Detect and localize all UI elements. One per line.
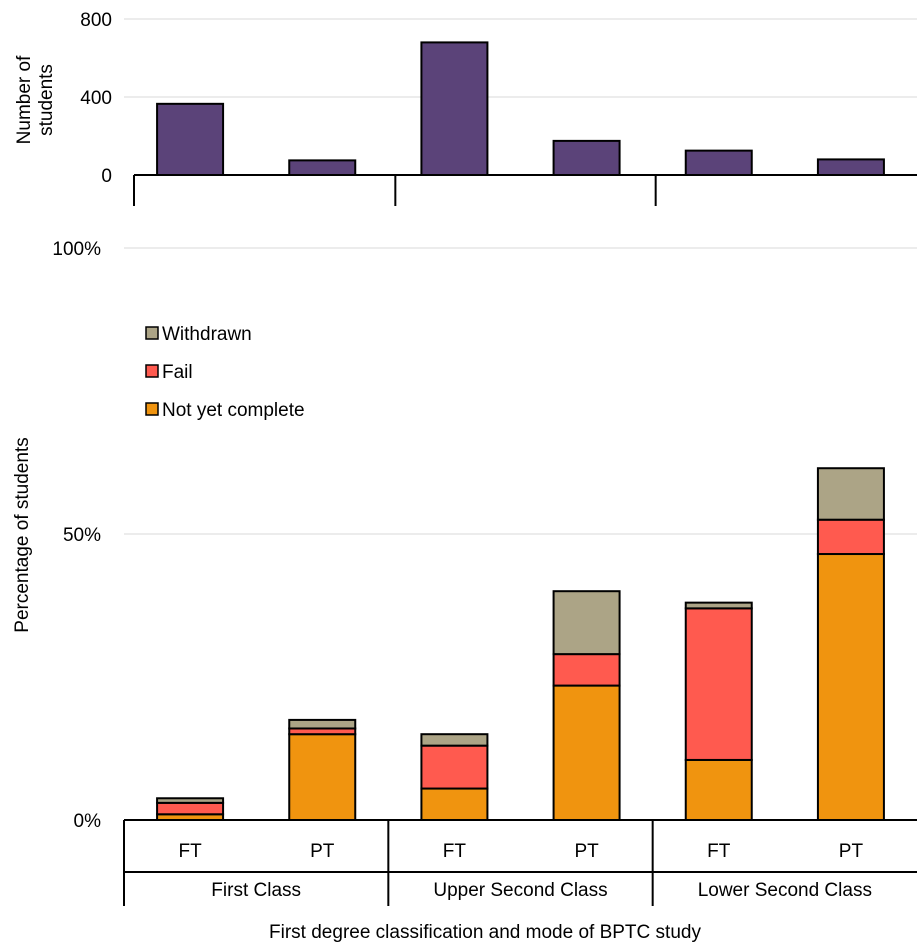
top-bar bbox=[420, 41, 489, 177]
x-axis-title: First degree classification and mode of … bbox=[269, 922, 701, 943]
category-label: PT bbox=[574, 841, 599, 862]
stacked-bar-segment bbox=[684, 601, 753, 610]
stacked-bar-segment bbox=[420, 744, 489, 790]
category-label: FT bbox=[707, 841, 731, 862]
bottom-y-tick-label: 50% bbox=[63, 525, 101, 546]
top-y-tick-label: 0 bbox=[101, 166, 112, 187]
top-gridlines bbox=[124, 18, 917, 98]
category-label: PT bbox=[310, 841, 335, 862]
stacked-bar-segment bbox=[552, 653, 621, 687]
category-label: FT bbox=[178, 841, 202, 862]
bottom-y-tick-label: 0% bbox=[74, 811, 102, 832]
legend-label: Withdrawn bbox=[162, 324, 252, 345]
stacked-bar-segment bbox=[420, 733, 489, 747]
top-chart: 0 400 800 Number of students bbox=[14, 10, 917, 206]
legend-label: Fail bbox=[162, 362, 193, 383]
top-bars bbox=[156, 41, 885, 177]
bottom-category-labels: FT PT FT PT FT PT bbox=[178, 841, 863, 862]
stacked-bar-segment bbox=[156, 801, 225, 816]
bottom-x-axis bbox=[123, 819, 917, 906]
stacked-bar-segment bbox=[684, 758, 753, 822]
stacked-bar-segment bbox=[552, 684, 621, 822]
group-label: First Class bbox=[211, 880, 301, 901]
legend: Withdrawn Fail Not yet complete bbox=[145, 324, 305, 421]
bottom-gridlines bbox=[124, 247, 917, 535]
bottom-chart: 0% 50% 100% FT PT FT PT FT PT First Class Upper … bbox=[12, 239, 917, 943]
stacked-bar-segment bbox=[684, 607, 753, 761]
legend-swatch bbox=[145, 402, 159, 416]
top-y-tick-label: 400 bbox=[80, 88, 112, 109]
top-y-axis-title-line1: Number of bbox=[14, 55, 35, 144]
legend-swatch bbox=[145, 326, 159, 340]
bottom-y-tick-label: 100% bbox=[52, 239, 101, 260]
top-bar bbox=[816, 158, 885, 176]
bottom-y-axis-title: Percentage of students bbox=[12, 437, 33, 632]
stacked-bar-segment bbox=[288, 733, 357, 822]
top-x-axis bbox=[133, 174, 917, 206]
bottom-group-labels: First Class Upper Second Class Lower Secon… bbox=[211, 880, 872, 901]
stacked-bar-segment bbox=[816, 518, 885, 556]
stacked-bar-segment bbox=[420, 787, 489, 821]
stacked-bar-segment bbox=[156, 797, 225, 804]
stacked-bar-segment bbox=[816, 553, 885, 822]
top-bar bbox=[156, 102, 225, 176]
stacked-bar-segment bbox=[816, 467, 885, 521]
top-y-axis-title-line2: students bbox=[36, 64, 57, 136]
top-y-tick-labels: 0 400 800 bbox=[80, 10, 112, 187]
group-label: Upper Second Class bbox=[433, 880, 607, 901]
stacked-bar-segment bbox=[552, 590, 621, 656]
top-bar bbox=[288, 159, 357, 176]
bottom-stacked-bars bbox=[156, 467, 885, 822]
legend-label: Not yet complete bbox=[162, 400, 305, 421]
bottom-y-tick-labels: 0% 50% 100% bbox=[52, 239, 101, 832]
top-bar bbox=[684, 149, 753, 176]
category-label: PT bbox=[839, 841, 864, 862]
legend-swatch bbox=[145, 364, 159, 378]
category-label: FT bbox=[443, 841, 467, 862]
top-bar bbox=[552, 139, 621, 176]
stacked-bar-segment bbox=[288, 718, 357, 730]
top-y-tick-label: 800 bbox=[80, 10, 112, 31]
group-label: Lower Second Class bbox=[698, 880, 872, 901]
